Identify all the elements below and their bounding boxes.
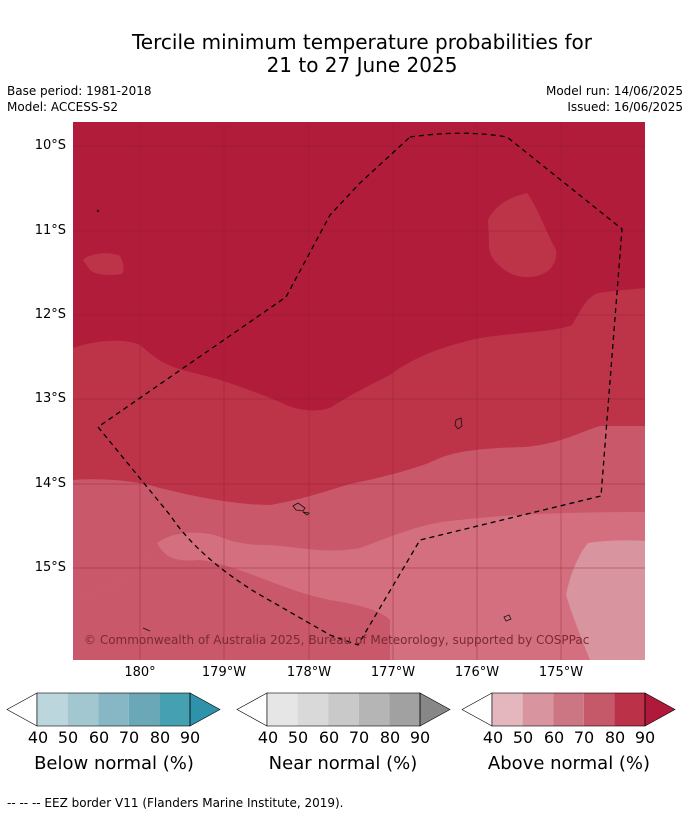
tick-label: 50 xyxy=(512,728,534,747)
colorbar-above-segment xyxy=(492,693,523,726)
colorbar-near-segment xyxy=(358,693,390,726)
eez-border xyxy=(97,132,623,646)
colorbar-above-low-extend xyxy=(461,692,493,727)
meta-right: Model run: 14/06/2025 Issued: 16/06/2025 xyxy=(546,83,683,115)
colorbar-below-segment xyxy=(37,693,68,726)
lon-label-178w: 178°W xyxy=(286,665,332,680)
tick-label: 70 xyxy=(573,728,595,747)
colorbar-title-above: Above normal (%) xyxy=(487,753,651,774)
tick-label: 40 xyxy=(27,728,49,747)
colorbar-below-low-extend xyxy=(6,692,38,727)
region-above-40-50 xyxy=(566,540,645,660)
tick-label: 50 xyxy=(287,728,309,747)
colorbar-above-segment xyxy=(522,693,554,726)
tick-label: 60 xyxy=(88,728,110,747)
tick-label: 90 xyxy=(179,728,201,747)
colorbar-near-high-extend xyxy=(419,692,451,727)
tick-label: 80 xyxy=(379,728,401,747)
lon-label-177w: 177°W xyxy=(370,665,416,680)
colorbar-below-outline xyxy=(36,692,191,727)
tick-label: 60 xyxy=(543,728,565,747)
model-text: Model: ACCESS-S2 xyxy=(7,100,119,114)
colorbar-below-segment xyxy=(159,693,190,726)
lon-label-175w: 175°W xyxy=(538,665,584,680)
issued-text: Issued: 16/06/2025 xyxy=(567,100,683,114)
lon-label-180: 180° xyxy=(124,665,156,680)
tick-label: 80 xyxy=(604,728,626,747)
colorbar-near-segment xyxy=(328,693,359,726)
tick-label: 90 xyxy=(409,728,431,747)
colorbar-near-segment xyxy=(297,693,329,726)
islands xyxy=(96,209,512,632)
lon-label-176w: 176°W xyxy=(454,665,500,680)
colorbar-near-low-extend xyxy=(236,692,268,727)
tick-label: 70 xyxy=(118,728,140,747)
title-line-2: 21 to 27 June 2025 xyxy=(266,53,458,77)
base-period-text: Base period: 1981-2018 xyxy=(7,84,152,98)
model-run-text: Model run: 14/06/2025 xyxy=(545,84,683,98)
colorbar-near-outline xyxy=(266,692,421,727)
region-above-60-70-lower xyxy=(73,543,390,660)
lon-label-179w: 179°W xyxy=(201,665,247,680)
title-line-1: Tercile minimum temperature probabilitie… xyxy=(131,30,593,54)
colorbar-above-high-extend xyxy=(644,692,676,727)
colorbar-title-below: Below normal (%) xyxy=(34,753,194,774)
tick-label: 40 xyxy=(482,728,504,747)
meta-left: Base period: 1981-2018 Model: ACCESS-S2 xyxy=(7,83,152,115)
colorbar-above-segment xyxy=(553,693,584,726)
colorbar-below-segment xyxy=(128,693,160,726)
region-above-70-80-islet xyxy=(83,253,124,275)
colorbar-above-segment xyxy=(614,693,645,726)
colorbar-above-segment xyxy=(583,693,615,726)
colorbar-near-segment xyxy=(267,693,298,726)
colorbar-title-near: Near normal (%) xyxy=(268,753,418,774)
copyright-text: © Commonwealth of Australia 2025, Bureau… xyxy=(84,633,590,647)
colorbar-below-segment xyxy=(98,693,129,726)
chart-title: Tercile minimum temperature probabilitie… xyxy=(0,31,690,77)
tick-label: 90 xyxy=(634,728,656,747)
lat-label-14s: 14°S xyxy=(34,476,66,491)
colorbar-above-outline xyxy=(491,692,646,727)
gridlines xyxy=(73,122,645,660)
tick-label: 50 xyxy=(57,728,79,747)
lat-label-10s: 10°S xyxy=(34,138,66,153)
colorbar-below-high-extend xyxy=(189,692,221,727)
lat-label-11s: 11°S xyxy=(34,223,66,238)
colorbar-below-segment xyxy=(67,693,99,726)
colorbar-near-segment xyxy=(389,693,420,726)
eez-footnote: -- -- -- EEZ border V11 (Flanders Marine… xyxy=(7,796,344,810)
lat-label-13s: 13°S xyxy=(34,391,66,406)
lat-label-12s: 12°S xyxy=(34,307,66,322)
region-above-70-80-small xyxy=(488,193,557,278)
tick-label: 40 xyxy=(257,728,279,747)
tick-label: 80 xyxy=(149,728,171,747)
tick-label: 70 xyxy=(348,728,370,747)
tick-label: 60 xyxy=(318,728,340,747)
lat-label-15s: 15°S xyxy=(34,560,66,575)
